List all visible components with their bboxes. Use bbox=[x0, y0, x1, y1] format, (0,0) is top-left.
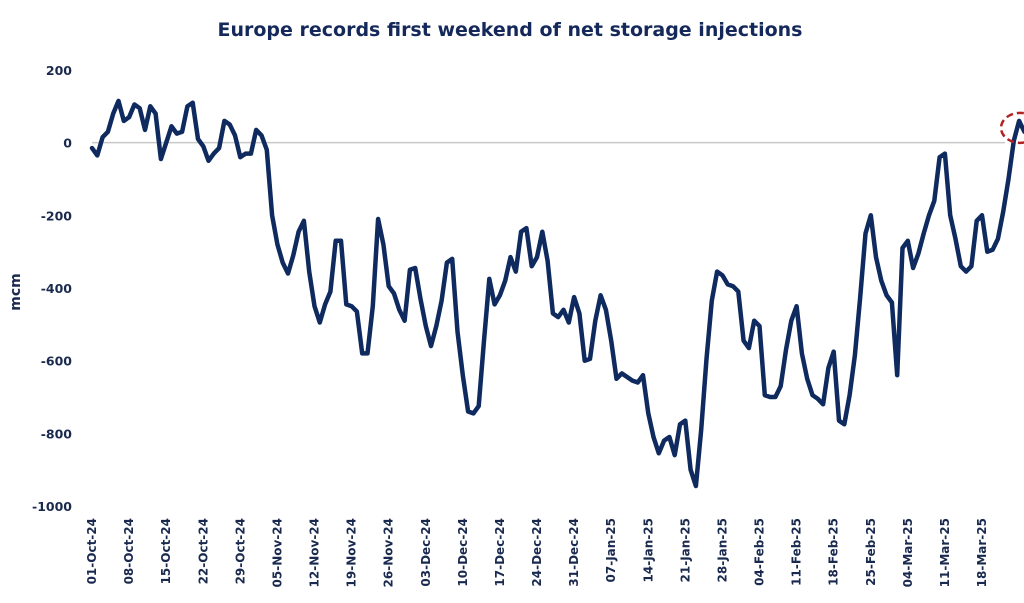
x-tick-label: 22-Oct-24 bbox=[196, 518, 210, 584]
x-tick-label: 21-Jan-25 bbox=[678, 518, 692, 582]
x-tick-label: 04-Mar-25 bbox=[901, 518, 915, 587]
x-tick-label: 11-Mar-25 bbox=[938, 518, 952, 587]
x-tick-label: 14-Jan-25 bbox=[641, 518, 655, 582]
x-tick-label: 04-Feb-25 bbox=[753, 518, 767, 586]
x-tick-label: 01-Oct-24 bbox=[85, 518, 99, 584]
y-tick-label: -800 bbox=[41, 426, 73, 441]
chart-title: Europe records first weekend of net stor… bbox=[217, 19, 802, 41]
x-tick-label: 18-Mar-25 bbox=[975, 518, 989, 587]
y-axis-label: mcm bbox=[8, 273, 24, 310]
x-tick-label: 25-Feb-25 bbox=[864, 518, 878, 586]
y-tick-label: 0 bbox=[63, 136, 72, 151]
x-tick-label: 12-Nov-24 bbox=[308, 518, 322, 587]
y-axis-ticks: 200 0 -200 -400 -600 -800 -1000 bbox=[32, 63, 72, 514]
x-tick-label: 10-Dec-24 bbox=[456, 518, 470, 587]
x-tick-label: 17-Dec-24 bbox=[493, 518, 507, 587]
y-tick-label: -400 bbox=[41, 281, 73, 296]
x-tick-label: 07-Jan-25 bbox=[604, 518, 618, 582]
x-tick-label: 03-Dec-24 bbox=[419, 518, 433, 587]
y-tick-label: -600 bbox=[41, 354, 73, 369]
x-tick-label: 28-Jan-25 bbox=[715, 518, 729, 582]
x-tick-label: 19-Nov-24 bbox=[345, 518, 359, 587]
x-tick-label: 18-Feb-25 bbox=[827, 518, 841, 586]
x-tick-label: 08-Oct-24 bbox=[122, 518, 136, 584]
x-axis-ticks: 01-Oct-24 08-Oct-24 15-Oct-24 22-Oct-24 29-O… bbox=[85, 518, 989, 587]
y-tick-label: -200 bbox=[41, 208, 73, 223]
series-line-net-storage-injections bbox=[89, 98, 1024, 489]
y-tick-label: 200 bbox=[46, 63, 72, 78]
x-tick-label: 26-Nov-24 bbox=[382, 518, 396, 587]
x-tick-label: 29-Oct-24 bbox=[233, 518, 247, 584]
highlight-ellipse-annotation bbox=[999, 111, 1024, 145]
x-tick-label: 24-Dec-24 bbox=[530, 518, 544, 587]
x-tick-label: 05-Nov-24 bbox=[270, 518, 284, 587]
y-tick-label: -1000 bbox=[32, 499, 72, 514]
x-tick-label: 15-Oct-24 bbox=[159, 518, 173, 584]
x-tick-label: 31-Dec-24 bbox=[567, 518, 581, 587]
x-tick-label: 11-Feb-25 bbox=[790, 518, 804, 586]
